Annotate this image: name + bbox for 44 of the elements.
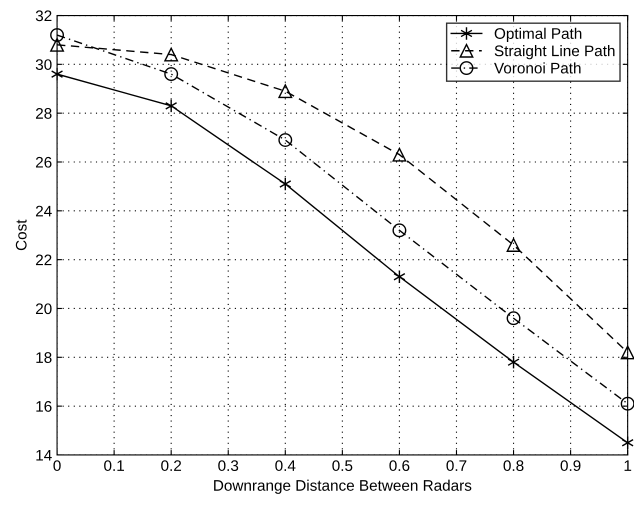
x-tick-label: 0.2 — [161, 460, 182, 472]
point — [50, 67, 64, 82]
point — [506, 238, 520, 252]
y-tick-label: 20 — [36, 303, 52, 314]
point — [620, 396, 634, 411]
x-tick-label: 0.7 — [446, 460, 466, 472]
point — [620, 345, 634, 360]
x-tick-label: 0.6 — [389, 460, 410, 472]
point — [50, 38, 64, 52]
point — [50, 28, 64, 42]
x-tick-label: 0 — [53, 460, 61, 472]
point — [164, 48, 178, 62]
point — [622, 436, 634, 450]
point — [392, 148, 406, 162]
y-tick-label: 28 — [36, 108, 52, 119]
y-axis-title: Cost — [16, 220, 27, 250]
point — [278, 133, 292, 147]
x-tick-label: 0.9 — [560, 460, 580, 472]
point — [164, 67, 178, 82]
x-tick-label: 0.3 — [218, 460, 238, 472]
x-tick-label: 0.5 — [332, 460, 352, 472]
point — [392, 223, 406, 238]
x-tick-label: 0.4 — [275, 460, 296, 472]
y-tick-label: 30 — [36, 59, 52, 70]
y-tick-label: 18 — [36, 352, 52, 363]
x-tick-label: 0.8 — [504, 460, 524, 472]
legend-label: Straight Line Path — [494, 45, 614, 60]
y-tick-label: 22 — [36, 254, 52, 266]
y-tick-label: 32 — [36, 10, 52, 22]
point — [279, 177, 292, 191]
x-tick-label: 1 — [624, 460, 632, 471]
legend-label: Optimal Path — [494, 28, 582, 42]
y-tick-label: 24 — [36, 206, 52, 216]
y-tick-label: 16 — [36, 401, 52, 412]
point — [506, 311, 520, 326]
x-tick-label: 0.1 — [104, 460, 124, 472]
point — [278, 84, 292, 98]
y-tick-label: 14 — [36, 450, 52, 460]
point — [507, 355, 520, 370]
x-axis-title: Downrange Distance Between Radars — [214, 480, 472, 494]
legend-label: Voronoi Path — [494, 62, 580, 74]
point — [393, 270, 406, 284]
y-tick-label: 26 — [36, 156, 52, 168]
point — [165, 98, 178, 113]
